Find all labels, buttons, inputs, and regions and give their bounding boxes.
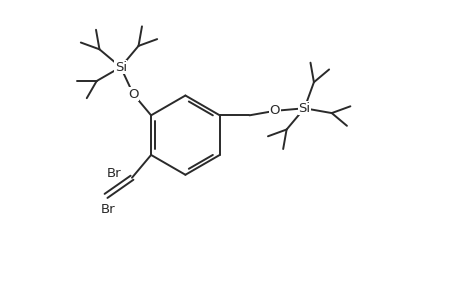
Text: Br: Br [101, 203, 115, 216]
Text: Br: Br [106, 167, 121, 180]
Text: O: O [128, 88, 138, 100]
Text: O: O [269, 104, 280, 117]
Text: Si: Si [298, 102, 310, 115]
Text: Si: Si [114, 61, 127, 74]
